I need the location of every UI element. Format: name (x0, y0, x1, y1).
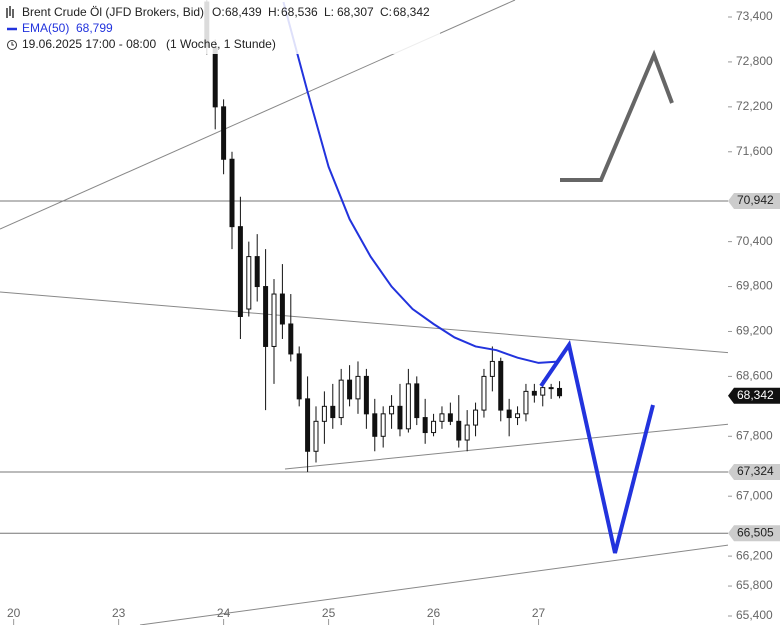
y-tick-label: 68,600 (736, 369, 773, 383)
trendline (284, 423, 728, 470)
candle-body (372, 413, 378, 437)
ohlc-value: 68,342 (393, 5, 430, 19)
level-box (728, 525, 780, 542)
ohlc-value: 68,439 (225, 5, 262, 19)
candle-body (296, 353, 302, 400)
level-box (728, 193, 780, 210)
candle-body (347, 379, 353, 400)
candle-body (355, 375, 361, 400)
y-tick-label: 73,400 (736, 9, 773, 23)
ohlc-value: 68,536 (281, 5, 318, 19)
candle-body (557, 387, 563, 397)
x-tick-label: 27 (532, 606, 546, 620)
candle-body (271, 293, 277, 347)
candle-body (489, 360, 495, 377)
candle-body (540, 387, 546, 396)
y-tick-label: 72,200 (736, 99, 773, 113)
candle-body (531, 390, 537, 396)
candle-body (389, 405, 395, 415)
candle-body (523, 390, 529, 415)
candle-body (321, 405, 327, 422)
candle-body (254, 256, 260, 288)
x-tick-label: 23 (112, 606, 126, 620)
candle-body (212, 46, 218, 108)
candle-body (506, 409, 512, 419)
candle-body (229, 158, 235, 228)
y-tick-label: 69,200 (736, 324, 773, 338)
x-tick-label: 24 (217, 606, 231, 620)
candle-body (288, 323, 294, 355)
candle-body (279, 293, 285, 325)
candle-body (363, 375, 369, 415)
last-price-box (728, 387, 780, 404)
candle-body (515, 413, 521, 419)
candle-body (414, 383, 420, 419)
y-tick-label: 66,200 (736, 548, 773, 562)
forecast-path (539, 340, 655, 554)
icon (6, 6, 14, 18)
candle-body (338, 379, 344, 419)
candle-body (221, 106, 227, 160)
y-tick-label: 71,600 (736, 144, 773, 158)
x-tick-label: 20 (7, 606, 21, 620)
candle-body (481, 375, 487, 411)
last-price-label: 68,342 (737, 388, 774, 402)
candle-body (380, 413, 386, 437)
header: Brent Crude Öl (JFD Brokers, Bid) EMA(50… (0, 0, 440, 54)
level-box (728, 463, 780, 480)
level-label: 67,324 (737, 464, 774, 478)
candle-body (405, 383, 411, 430)
ohlc-label: L: (324, 5, 334, 19)
trendline (0, 291, 728, 354)
icon (11, 42, 14, 46)
candle-body (305, 398, 311, 452)
candle-body (456, 420, 462, 441)
level-label: 66,505 (737, 525, 774, 539)
ohlc-label: O: (212, 5, 225, 19)
ohlc-label: H: (268, 5, 280, 19)
candle-body (397, 405, 403, 430)
x-tick-label: 25 (322, 606, 336, 620)
ema-line (282, 1, 560, 364)
y-tick-label: 65,800 (736, 578, 773, 592)
candle-body (439, 413, 445, 422)
y-tick-label: 72,800 (736, 54, 773, 68)
candle-body (431, 420, 437, 434)
legend-label: EMA(50) (22, 21, 69, 35)
y-tick-label: 69,800 (736, 279, 773, 293)
interval: (1 Woche, 1 Stunde) (166, 37, 276, 51)
candle-body (447, 413, 453, 422)
title: Brent Crude Öl (JFD Brokers, Bid) (22, 5, 204, 19)
y-tick-label: 65,400 (736, 608, 773, 622)
candle-body (263, 286, 269, 347)
candle-body (422, 417, 428, 434)
forecast-path (560, 49, 674, 182)
level-label: 70,942 (737, 193, 774, 207)
icon (7, 40, 17, 50)
candle-body (313, 420, 319, 452)
legend-value: 68,799 (76, 21, 113, 35)
candle-body (498, 360, 504, 411)
y-tick-label: 67,000 (736, 488, 773, 502)
candle-body (246, 256, 252, 310)
ohlc-label: C: (380, 5, 392, 19)
period: 19.06.2025 17:00 - 08:00 (22, 37, 156, 51)
candle-body (548, 387, 554, 390)
y-tick-label: 70,400 (736, 234, 773, 248)
header-bg (0, 0, 440, 54)
x-tick-label: 26 (427, 606, 441, 620)
candle-body (237, 226, 243, 317)
trendline (139, 544, 728, 625)
candle-body (464, 424, 470, 441)
candle-body (330, 405, 336, 419)
candle-body (473, 409, 479, 426)
ohlc-value: 68,307 (337, 5, 374, 19)
y-tick-label: 67,800 (736, 428, 773, 442)
